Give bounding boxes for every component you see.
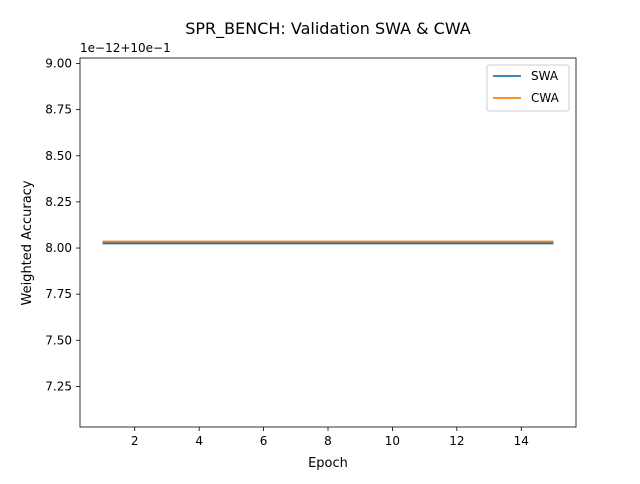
y-tick-label: 8.50 xyxy=(45,149,72,163)
axes: 2 4 6 8 10 12 14 7.25 7.50 7.75 8.00 8.25 8.50 8.75 9.… xyxy=(45,57,577,448)
x-tick-label: 4 xyxy=(195,434,203,448)
x-tick-label: 6 xyxy=(260,434,268,448)
x-tick-label: 10 xyxy=(385,434,400,448)
chart-title: SPR_BENCH: Validation SWA & CWA xyxy=(185,19,471,39)
x-tick-label: 8 xyxy=(324,434,332,448)
x-axis-label: Epoch xyxy=(308,456,348,471)
y-tick-label: 8.25 xyxy=(45,195,72,209)
legend: SWA CWA xyxy=(486,64,570,112)
y-tick-label: 9.00 xyxy=(45,57,72,71)
legend-label-cwa: CWA xyxy=(531,91,560,105)
x-tick-label: 2 xyxy=(131,434,139,448)
x-tick-label: 14 xyxy=(514,434,529,448)
x-tick-label: 12 xyxy=(449,434,464,448)
y-tick-label: 7.50 xyxy=(45,333,72,347)
legend-label-swa: SWA xyxy=(531,69,559,83)
y-tick-label: 8.75 xyxy=(45,103,72,117)
plot-area xyxy=(102,240,554,245)
y-axis-label: Weighted Accuracy xyxy=(20,180,35,305)
y-tick-label: 8.00 xyxy=(45,241,72,255)
y-tick-label: 7.75 xyxy=(45,287,72,301)
y-axis-offset-text: 1e−12+10e−1 xyxy=(80,41,171,55)
y-tick-label: 7.25 xyxy=(45,379,72,393)
